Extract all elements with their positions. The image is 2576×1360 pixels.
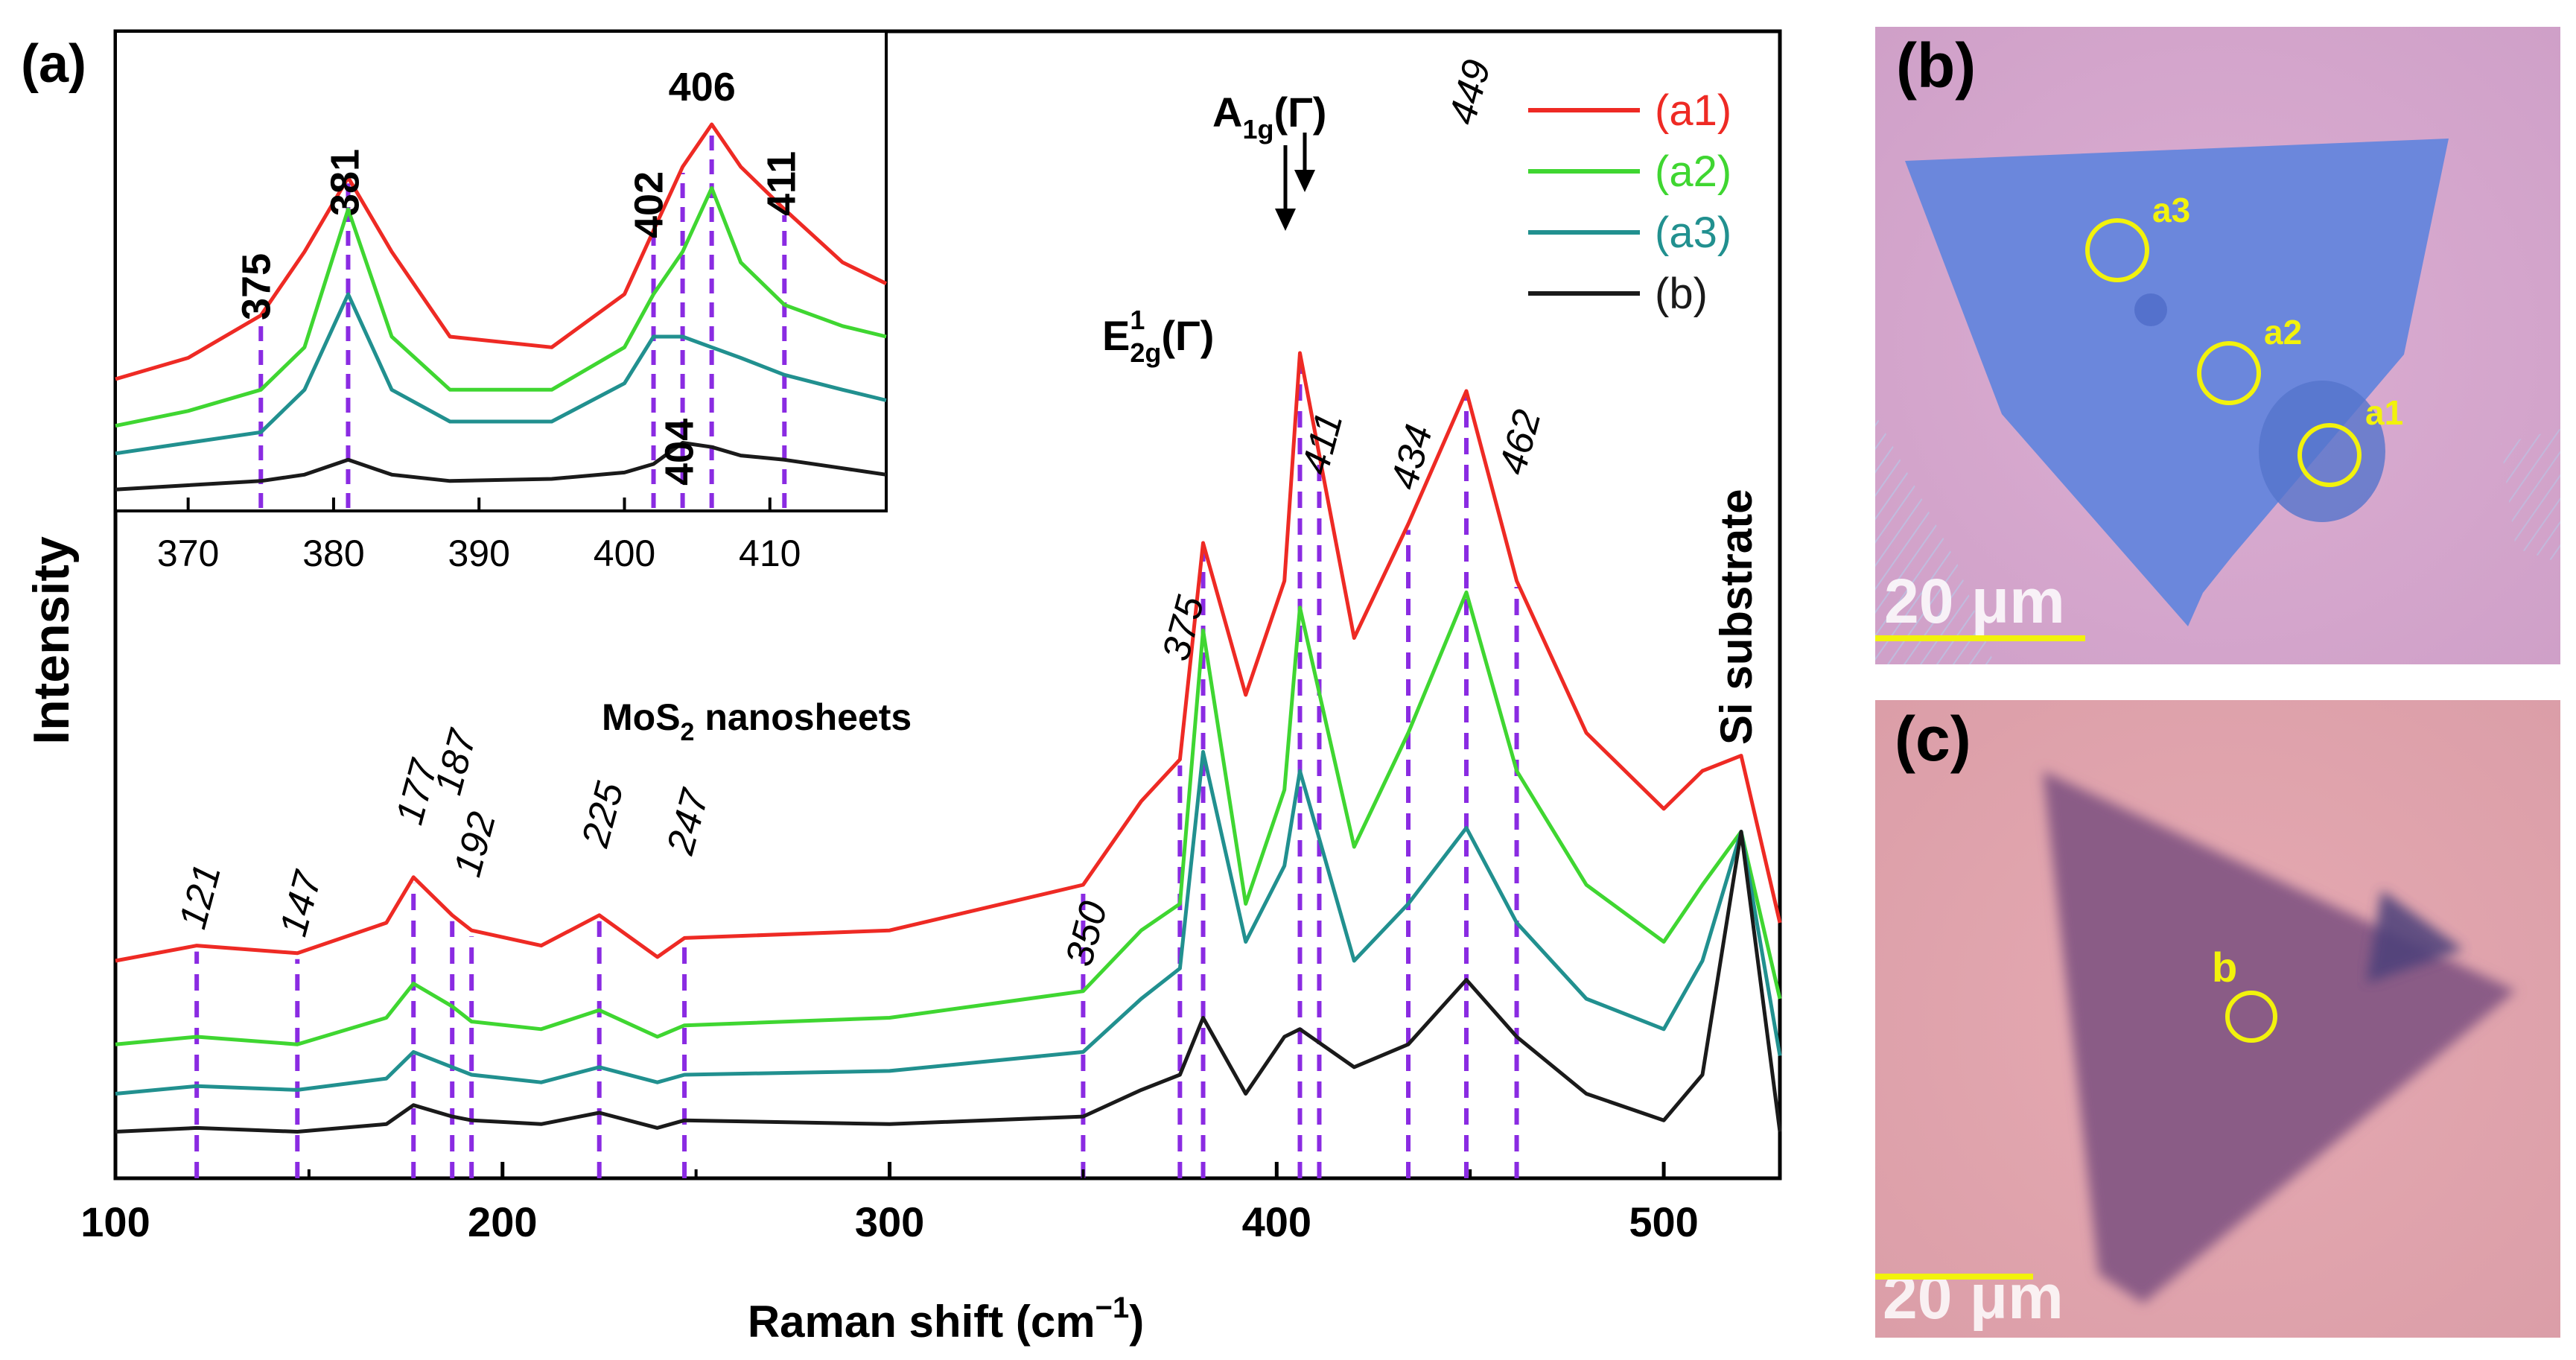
peak-label-187: 187 <box>427 724 486 799</box>
peak-label-121: 121 <box>171 859 229 933</box>
optical-image-b: a3 a2 a1 20 μm (b) <box>1875 27 2560 664</box>
spot-label-b: b <box>2212 944 2237 991</box>
x-tick-label-300: 300 <box>855 1198 924 1245</box>
substrate-texture-left <box>1875 414 1994 664</box>
series-line-a1 <box>115 351 1782 963</box>
inset-x-tick-label-370: 370 <box>157 533 219 574</box>
mode-a1g-label: A1g(Γ) <box>1212 89 1326 144</box>
peak-label-449: 449 <box>1441 55 1499 129</box>
spot-marker-b <box>2225 991 2277 1043</box>
peak-label-147: 147 <box>272 865 331 941</box>
inset-series-line-a2 <box>115 186 887 428</box>
peak-label-192: 192 <box>446 807 504 881</box>
spot-label-a1: a1 <box>2365 393 2403 432</box>
x-tick-label-400: 400 <box>1242 1198 1311 1245</box>
peak-label-247: 247 <box>658 784 717 859</box>
main-series-group <box>115 351 1782 1134</box>
series-line-b <box>115 830 1782 1134</box>
peak-label-225: 225 <box>573 777 632 852</box>
optical-image-c: b 20 μm (c) <box>1875 700 2560 1338</box>
main-plot-frame <box>113 29 1782 1181</box>
inset-peak-label-381: 381 <box>322 149 367 216</box>
inset-series-line-a3 <box>115 292 887 456</box>
scale-bar-label-c: 20 μm <box>1883 1262 2064 1332</box>
main-x-ticks: 100 200 300 400 500 <box>80 1162 1699 1245</box>
mode-e2g-label: E1 2g(Γ) <box>1102 305 1214 368</box>
thicker-region-a2 <box>2134 293 2167 326</box>
a1g-arrow-left <box>1275 145 1296 231</box>
scale-bar-c <box>1875 1274 2033 1280</box>
inset-peak-label-375: 375 <box>234 253 279 320</box>
peak-label-350: 350 <box>1058 897 1116 970</box>
sample-label: MoS2 nanosheets <box>602 696 912 746</box>
inset-peak-label-411: 411 <box>759 151 804 216</box>
inset-x-tick-label-390: 390 <box>448 533 509 574</box>
inset-peak-label-402: 402 <box>627 171 672 238</box>
panel-c-label: (c) <box>1895 704 1971 774</box>
peak-label-434: 434 <box>1383 420 1441 494</box>
spot-marker-a3 <box>2085 218 2149 282</box>
panel-b-label: (b) <box>1896 31 1976 101</box>
inset-series-line-b <box>115 441 887 492</box>
thicker-region-a1 <box>2259 381 2385 522</box>
scale-bar-label-b: 20 μm <box>1884 566 2065 636</box>
inset-peak-label-406: 406 <box>669 65 736 109</box>
mos2-flake-c <box>2043 771 2516 1303</box>
peak-label-462: 462 <box>1491 405 1549 479</box>
legend-label-a2: (a2) <box>1655 147 1731 196</box>
x-tick-label-200: 200 <box>468 1198 537 1245</box>
series-line-a3 <box>115 750 1782 1096</box>
legend-label-a3: (a3) <box>1655 209 1731 257</box>
inset-series-group <box>115 122 888 492</box>
si-substrate-label: Si substrate <box>1711 489 1761 745</box>
panel-a-label: (a) <box>21 34 86 94</box>
mos2-flake-b <box>1905 139 2449 626</box>
thick-region-c <box>2367 890 2464 983</box>
inset-peak-label-404: 404 <box>658 419 702 486</box>
spot-marker-a1 <box>2297 423 2362 487</box>
legend-label-b: (b) <box>1655 270 1708 318</box>
x-tick-label-500: 500 <box>1629 1198 1698 1245</box>
inset-x-tick-label-400: 400 <box>594 533 655 574</box>
legend: (a1) (a2) (a3) (b) <box>1528 86 1731 318</box>
main-peak-markers <box>194 359 1519 1178</box>
x-tick-label-100: 100 <box>80 1198 150 1245</box>
substrate-texture-right <box>2501 429 2560 563</box>
inset-x-ticks: 370 380 390 400 410 <box>157 498 801 574</box>
y-axis-label: Intensity <box>23 536 80 745</box>
inset-x-tick-label-410: 410 <box>739 533 801 574</box>
x-axis-label: Raman shift (cm−1) <box>748 1291 1144 1347</box>
a1g-arrow-right <box>1294 133 1315 192</box>
scale-bar-b <box>1875 635 2085 641</box>
series-line-a2 <box>115 590 1782 1046</box>
legend-label-a1: (a1) <box>1655 86 1731 135</box>
inset-x-tick-label-380: 380 <box>302 533 364 574</box>
inset-plot-frame <box>114 30 888 512</box>
spot-label-a2: a2 <box>2264 313 2302 352</box>
inset-series-line-a1 <box>115 122 888 381</box>
spot-marker-a2 <box>2197 341 2261 405</box>
spot-label-a3: a3 <box>2152 191 2190 229</box>
inset-peak-labels: 375 381 402 406 411 404 <box>234 65 804 486</box>
peak-label-411: 411 <box>1294 408 1351 479</box>
